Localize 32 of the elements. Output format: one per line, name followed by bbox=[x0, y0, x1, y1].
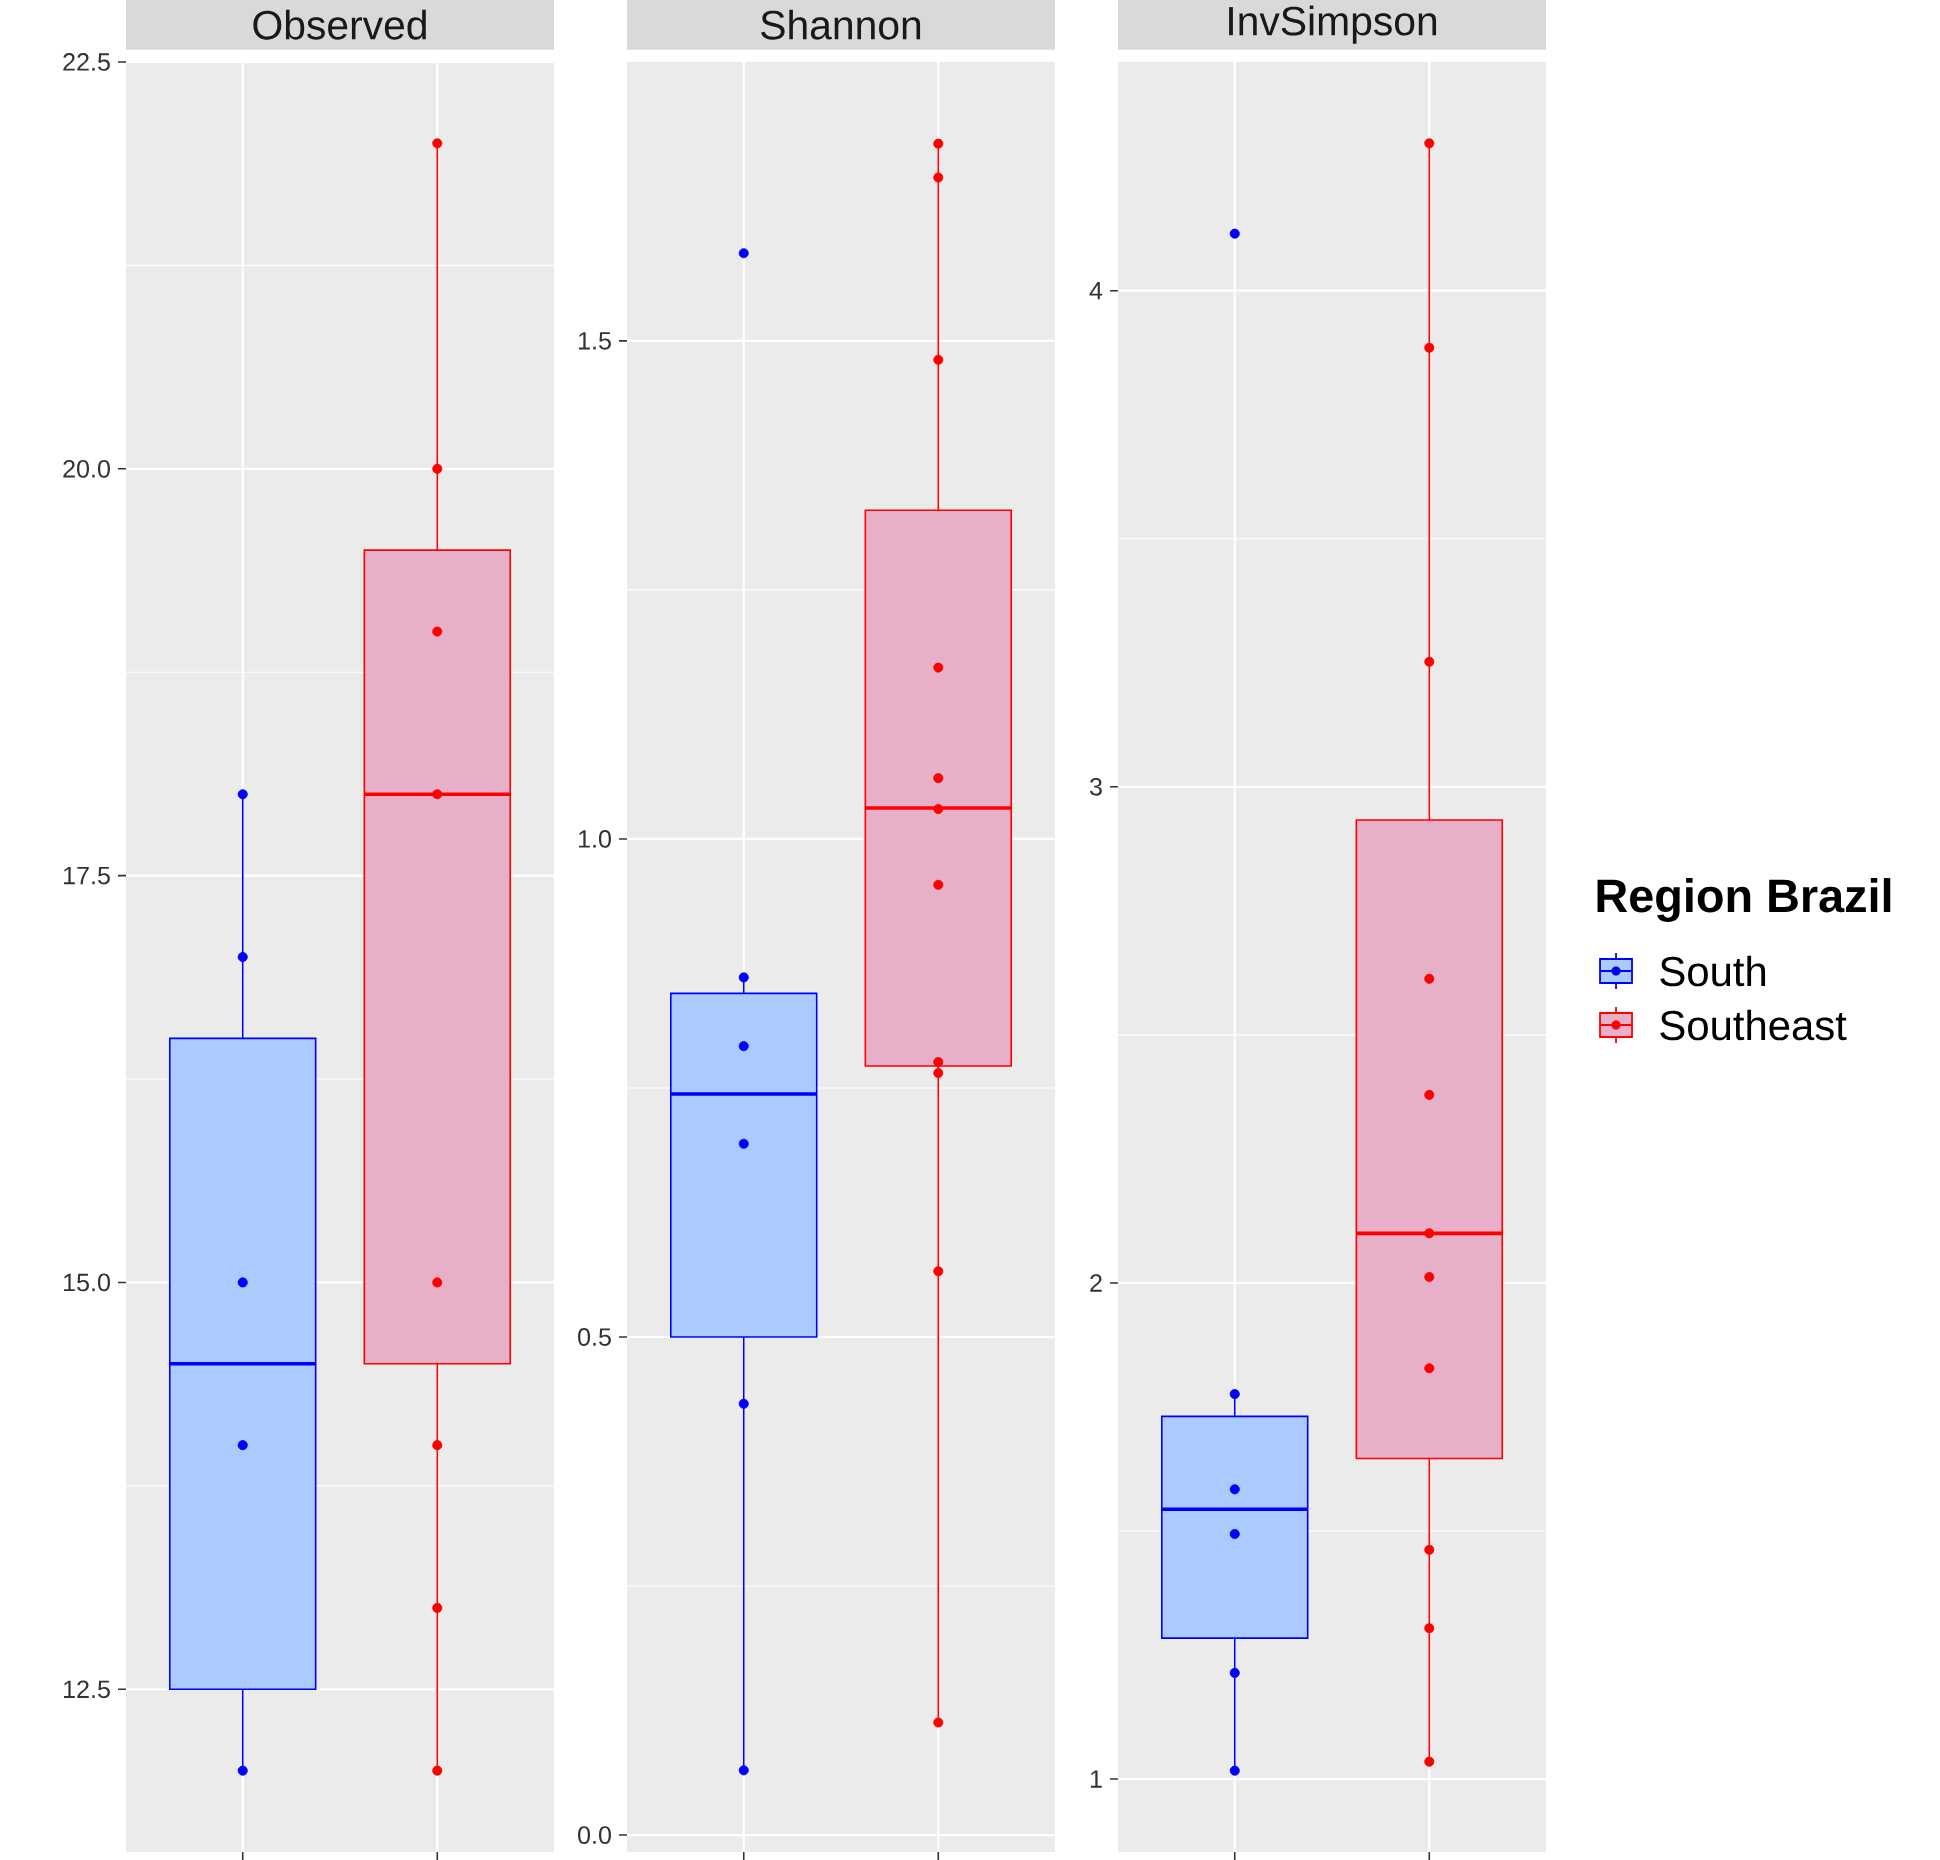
chart-title: Shannon bbox=[761, 9, 921, 40]
point bbox=[1424, 1623, 1435, 1634]
point bbox=[1424, 1363, 1435, 1374]
point bbox=[1424, 1271, 1435, 1282]
y-tick-label: 1.0 bbox=[578, 830, 611, 848]
y-tick-label: 1.5 bbox=[578, 332, 611, 350]
point bbox=[933, 879, 944, 890]
y-tick-label: 12.5 bbox=[64, 1680, 110, 1699]
point bbox=[933, 1266, 944, 1277]
y-tick-label: 20.0 bbox=[63, 459, 110, 478]
y-tick-label: 15.0 bbox=[64, 1273, 110, 1292]
y-tick-label: 17.5 bbox=[64, 866, 110, 885]
chart-title: InvSimpson bbox=[1229, 5, 1437, 44]
y-tick-label: 22.5 bbox=[63, 53, 110, 71]
point bbox=[432, 1765, 443, 1776]
legend-title: Region Brazil bbox=[1597, 878, 1891, 922]
point bbox=[1424, 1756, 1435, 1767]
point bbox=[933, 1717, 944, 1728]
y-tick-label: 0.5 bbox=[578, 1328, 611, 1346]
y-tick-label: 2 bbox=[1090, 1274, 1102, 1292]
point bbox=[933, 1068, 944, 1079]
y-tick-label: 0.0 bbox=[578, 1826, 611, 1844]
chart-title: Observed bbox=[253, 9, 426, 40]
point bbox=[1424, 1544, 1435, 1555]
y-tick-label: 3 bbox=[1089, 777, 1102, 796]
point bbox=[432, 1602, 443, 1613]
y-tick-label: 1 bbox=[1090, 1770, 1102, 1788]
y-tick-label: 4 bbox=[1089, 282, 1103, 300]
point bbox=[432, 1440, 443, 1451]
legend-label: South bbox=[1660, 955, 1766, 987]
point bbox=[933, 1057, 944, 1068]
legend-label: Southeast bbox=[1660, 1009, 1847, 1041]
